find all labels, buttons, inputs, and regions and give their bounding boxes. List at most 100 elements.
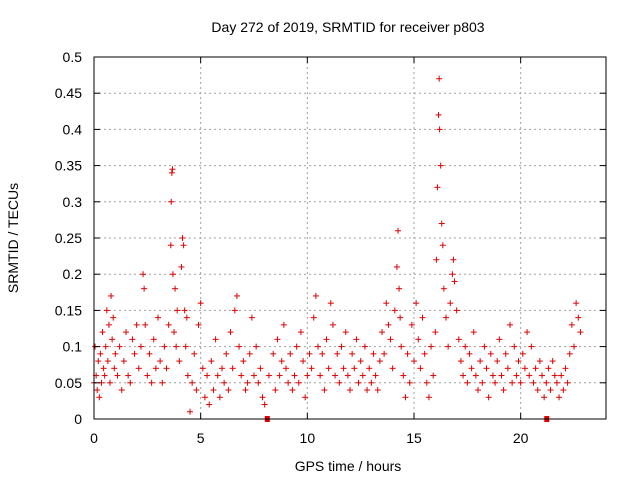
data-point xyxy=(430,372,437,379)
data-point xyxy=(152,365,159,372)
data-point xyxy=(494,358,501,365)
data-point xyxy=(295,379,302,386)
data-point xyxy=(524,329,531,336)
data-point xyxy=(404,350,411,357)
data-point xyxy=(329,321,336,328)
data-point xyxy=(302,394,309,401)
data-point xyxy=(385,321,392,328)
data-point xyxy=(148,379,155,386)
data-point xyxy=(169,166,176,173)
data-point xyxy=(159,379,166,386)
data-point xyxy=(111,365,118,372)
data-point xyxy=(212,336,219,343)
data-point xyxy=(464,379,471,386)
data-point xyxy=(163,365,170,372)
data-point xyxy=(248,314,255,321)
data-point xyxy=(285,379,292,386)
data-point xyxy=(406,379,413,386)
data-point xyxy=(334,350,341,357)
data-point xyxy=(216,394,223,401)
data-point xyxy=(340,365,347,372)
data-point xyxy=(432,329,439,336)
data-point xyxy=(470,329,477,336)
data-point xyxy=(487,350,494,357)
data-point xyxy=(560,387,567,394)
data-point xyxy=(434,184,441,191)
data-point xyxy=(155,314,161,321)
data-point xyxy=(364,387,371,394)
data-point xyxy=(97,350,104,357)
y-tick-label: 0.15 xyxy=(55,302,82,318)
data-point xyxy=(408,321,415,328)
data-point xyxy=(193,387,200,394)
data-point xyxy=(171,329,177,336)
data-point xyxy=(562,365,569,372)
data-point xyxy=(214,372,221,379)
x-tick-label: 20 xyxy=(513,430,529,446)
data-point xyxy=(545,365,552,372)
data-point xyxy=(168,169,175,176)
data-point xyxy=(397,314,404,321)
data-point xyxy=(433,256,440,263)
axis-ticks: 0 0.05 0.1 0.15 0.2 0.25 0.3 0.35 0.4 0.45 0.5 0 5 10… xyxy=(55,49,606,446)
data-point xyxy=(103,307,110,314)
data-point xyxy=(94,387,101,394)
data-point xyxy=(167,242,174,249)
data-point xyxy=(521,365,528,372)
data-point xyxy=(197,300,204,307)
data-point xyxy=(436,75,443,82)
data-point xyxy=(492,379,499,386)
data-point xyxy=(102,343,109,350)
data-point xyxy=(278,358,285,365)
data-point xyxy=(415,336,422,343)
data-point xyxy=(240,358,247,365)
data-point xyxy=(246,350,253,357)
data-point xyxy=(108,292,115,299)
data-point xyxy=(566,350,573,357)
y-tick-label: 0.5 xyxy=(63,49,83,65)
data-point xyxy=(451,278,458,285)
data-point xyxy=(528,343,535,350)
data-point xyxy=(423,379,430,386)
data-point xyxy=(498,372,505,379)
x-axis-label: GPS time / hours xyxy=(295,458,402,474)
data-point xyxy=(536,358,543,365)
data-point xyxy=(325,365,332,372)
data-point xyxy=(191,350,198,357)
data-point xyxy=(304,372,311,379)
data-point xyxy=(411,358,417,365)
data-point xyxy=(233,292,240,299)
data-point xyxy=(129,336,136,343)
data-point xyxy=(168,198,175,205)
data-point xyxy=(468,365,475,372)
data-point xyxy=(551,372,558,379)
data-point xyxy=(504,365,511,372)
data-point xyxy=(475,387,481,394)
y-tick-label: 0.05 xyxy=(55,375,82,391)
data-point xyxy=(368,379,375,386)
data-point xyxy=(291,372,298,379)
gridlines xyxy=(94,57,606,419)
x-tick-label: 0 xyxy=(90,430,98,446)
data-point xyxy=(100,365,107,372)
data-point xyxy=(127,379,134,386)
data-point xyxy=(223,350,230,357)
data-point xyxy=(142,321,149,328)
data-point xyxy=(502,350,509,357)
data-point xyxy=(244,379,251,386)
data-point xyxy=(276,372,283,379)
data-point xyxy=(391,307,398,314)
data-point xyxy=(370,350,377,357)
data-point xyxy=(327,300,334,307)
data-point xyxy=(179,235,186,241)
data-point xyxy=(280,321,287,328)
data-point xyxy=(577,329,584,336)
data-point xyxy=(257,365,264,372)
data-point xyxy=(526,372,533,379)
data-point xyxy=(515,358,522,365)
data-point xyxy=(107,379,113,386)
y-axis-label: SRMTID / TECUs xyxy=(5,183,21,293)
data-point xyxy=(447,300,454,307)
data-point xyxy=(361,343,368,350)
data-point xyxy=(573,300,580,307)
